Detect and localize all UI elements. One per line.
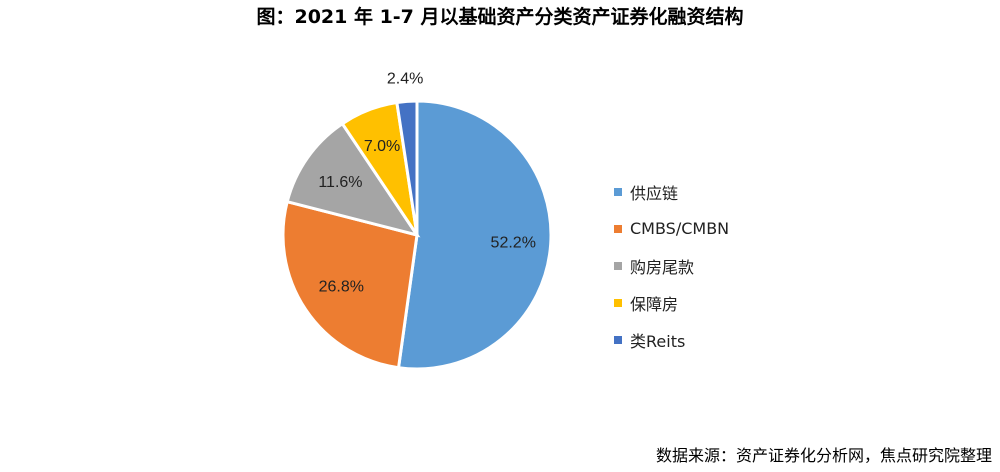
pie-slice-1 <box>396 99 553 371</box>
legend-item: 购房尾款 <box>614 247 729 284</box>
legend-swatch <box>614 298 622 307</box>
pie-slice-5 <box>395 99 419 236</box>
legend-swatch <box>614 261 622 270</box>
slice-value-label: 11.6% <box>318 174 362 191</box>
pie-slices <box>281 99 553 371</box>
pie-slice-3 <box>285 121 421 238</box>
legend-swatch <box>614 224 622 233</box>
slice-labels: 52.2% 26.8% 11.6% 7.0% 2.4% <box>318 70 536 295</box>
legend-item: 类Reits <box>614 321 729 358</box>
legend-swatch <box>614 187 622 196</box>
legend-label: CMBS/CMBN <box>630 219 730 238</box>
pie-slice-2 <box>281 199 419 370</box>
slice-value-label: 2.4% <box>387 70 423 87</box>
legend-item: 供应链 <box>614 173 729 210</box>
chart-legend: 供应链 CMBS/CMBN 购房尾款保障房类Reits <box>614 173 729 358</box>
slice-value-label: 7.0% <box>364 138 400 155</box>
slice-value-label: 26.8% <box>319 279 364 296</box>
legend-label: 供应链 <box>630 183 679 203</box>
legend-label: 类Reits <box>630 331 686 351</box>
slice-value-label: 52.2% <box>491 235 536 252</box>
legend-item: 保障房 <box>614 284 729 321</box>
data-source-note: 数据来源：资产证券化分析网，焦点研究院整理 <box>655 446 992 465</box>
chart-title: 图：2021 年 1-7 月以基础资产分类资产证券化融资结构 <box>256 6 744 28</box>
legend-item: CMBS/CMBN <box>614 210 729 247</box>
legend-swatch <box>614 335 622 344</box>
legend-label: 保障房 <box>630 294 679 314</box>
legend-label: 购房尾款 <box>630 257 695 277</box>
